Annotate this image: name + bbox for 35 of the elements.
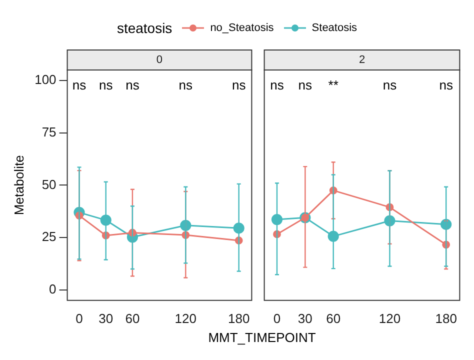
annotation: **	[328, 78, 338, 93]
y-tick-label: 25	[42, 229, 56, 244]
x-tick-label: 60	[326, 310, 341, 326]
chart-title: 2	[358, 54, 366, 66]
x-tick-label: 120	[378, 310, 401, 326]
legend-label: Steatosis	[310, 22, 358, 34]
annotation: ns	[382, 78, 398, 93]
chart-title: 0	[156, 54, 163, 66]
legend-title: steatosis	[116, 20, 172, 36]
y-axis-title: Metabolite	[11, 155, 26, 216]
y-tick-label: 100	[34, 72, 56, 88]
legend-label: no_Steatosis	[209, 22, 274, 34]
annotation: ns	[439, 78, 454, 93]
point	[100, 214, 112, 226]
y-tick-label: 50	[42, 176, 56, 192]
x-tick-label: 60	[125, 310, 140, 326]
x-tick-label: 180	[435, 310, 457, 326]
x-tick-label: 0	[273, 310, 281, 326]
x-tick-label: 120	[174, 310, 196, 326]
annotation: ns	[98, 78, 114, 93]
annotation: ns	[126, 78, 140, 93]
x-axis-title: MMT_TIMEPOINT	[207, 330, 317, 345]
y-tick-label: 75	[42, 124, 56, 140]
point	[271, 214, 283, 226]
annotation: ns	[72, 78, 87, 93]
x-tick-label: 0	[76, 310, 83, 326]
x-tick-label: 30	[298, 310, 312, 326]
x-tick-label: 30	[98, 310, 114, 326]
annotation: ns	[270, 78, 284, 93]
point	[180, 220, 192, 231]
y-tick-label: 0	[49, 282, 56, 297]
annotation: ns	[298, 78, 313, 93]
x-tick-label: 180	[228, 310, 250, 326]
annotation: ns	[178, 78, 194, 93]
annotation: ns	[232, 78, 246, 93]
